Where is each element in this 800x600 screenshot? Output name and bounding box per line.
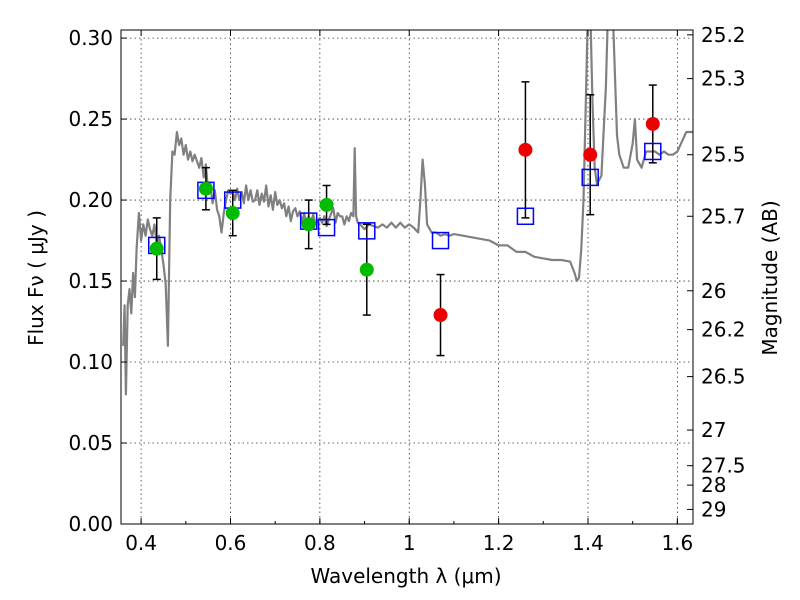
plot-area xyxy=(122,30,693,396)
right-tick-label: 27.5 xyxy=(701,454,746,478)
x-tick-label: 0.8 xyxy=(304,531,336,555)
detection-point xyxy=(518,142,533,157)
detection-point xyxy=(319,197,334,212)
y-tick-label: 0.05 xyxy=(68,431,113,455)
model-photometry-point xyxy=(516,207,535,226)
right-tick-label: 29 xyxy=(701,497,726,521)
tick-layer: 0.4 0.6 0.8 1 1.2 1.4 1.6 0.00 0.05 0.10 0.15 0.20 0… xyxy=(68,23,745,555)
right-tick-label: 25.2 xyxy=(701,23,746,47)
right-tick-label: 26 xyxy=(701,279,726,303)
model-photometry-point xyxy=(358,222,376,240)
x-tick-label: 0.4 xyxy=(125,531,157,555)
right-tick-label: 25.5 xyxy=(701,143,746,167)
detection-point xyxy=(359,262,374,277)
right-tick-label: 26.5 xyxy=(701,365,746,389)
model-photometry-point xyxy=(581,168,599,187)
x-tick-label: 1.6 xyxy=(661,531,693,555)
right-tick-label: 26.2 xyxy=(701,318,746,342)
detection-point xyxy=(225,206,240,221)
x-tick-label: 1.2 xyxy=(483,531,515,555)
right-axis-title: Magnitude (AB) xyxy=(758,200,782,355)
y-tick-label: 0.15 xyxy=(68,269,113,293)
detection-point xyxy=(198,181,213,196)
grid-layer xyxy=(121,30,693,525)
right-tick-label: 27 xyxy=(701,418,726,442)
model-photometry-point xyxy=(644,142,662,161)
right-tick-label: 25.7 xyxy=(701,204,746,228)
y-tick-label: 0.25 xyxy=(68,107,113,131)
y-tick-label: 0.00 xyxy=(68,512,113,536)
y-tick-label: 0.10 xyxy=(68,350,113,374)
x-axis-title: Wavelength λ (μm) xyxy=(310,564,501,588)
plot-frame xyxy=(120,29,694,525)
right-tick-label: 25.3 xyxy=(701,67,746,91)
x-tick-label: 0.6 xyxy=(215,531,247,555)
y-tick-label: 0.30 xyxy=(68,26,113,50)
detection-point xyxy=(149,241,164,256)
x-tick-label: 1 xyxy=(403,531,416,555)
right-tick-label: 28 xyxy=(701,473,726,497)
x-tick-label: 1.4 xyxy=(572,531,604,555)
detection-point xyxy=(645,116,660,131)
y-tick-label: 0.20 xyxy=(68,188,113,212)
model-photometry-point xyxy=(317,218,336,237)
detection-point xyxy=(433,308,448,323)
y-axis-title: Flux Fν ( μJy ) xyxy=(24,210,48,346)
detection-point xyxy=(301,217,316,232)
detection-point xyxy=(583,147,598,162)
model-photometry-point xyxy=(431,231,450,250)
